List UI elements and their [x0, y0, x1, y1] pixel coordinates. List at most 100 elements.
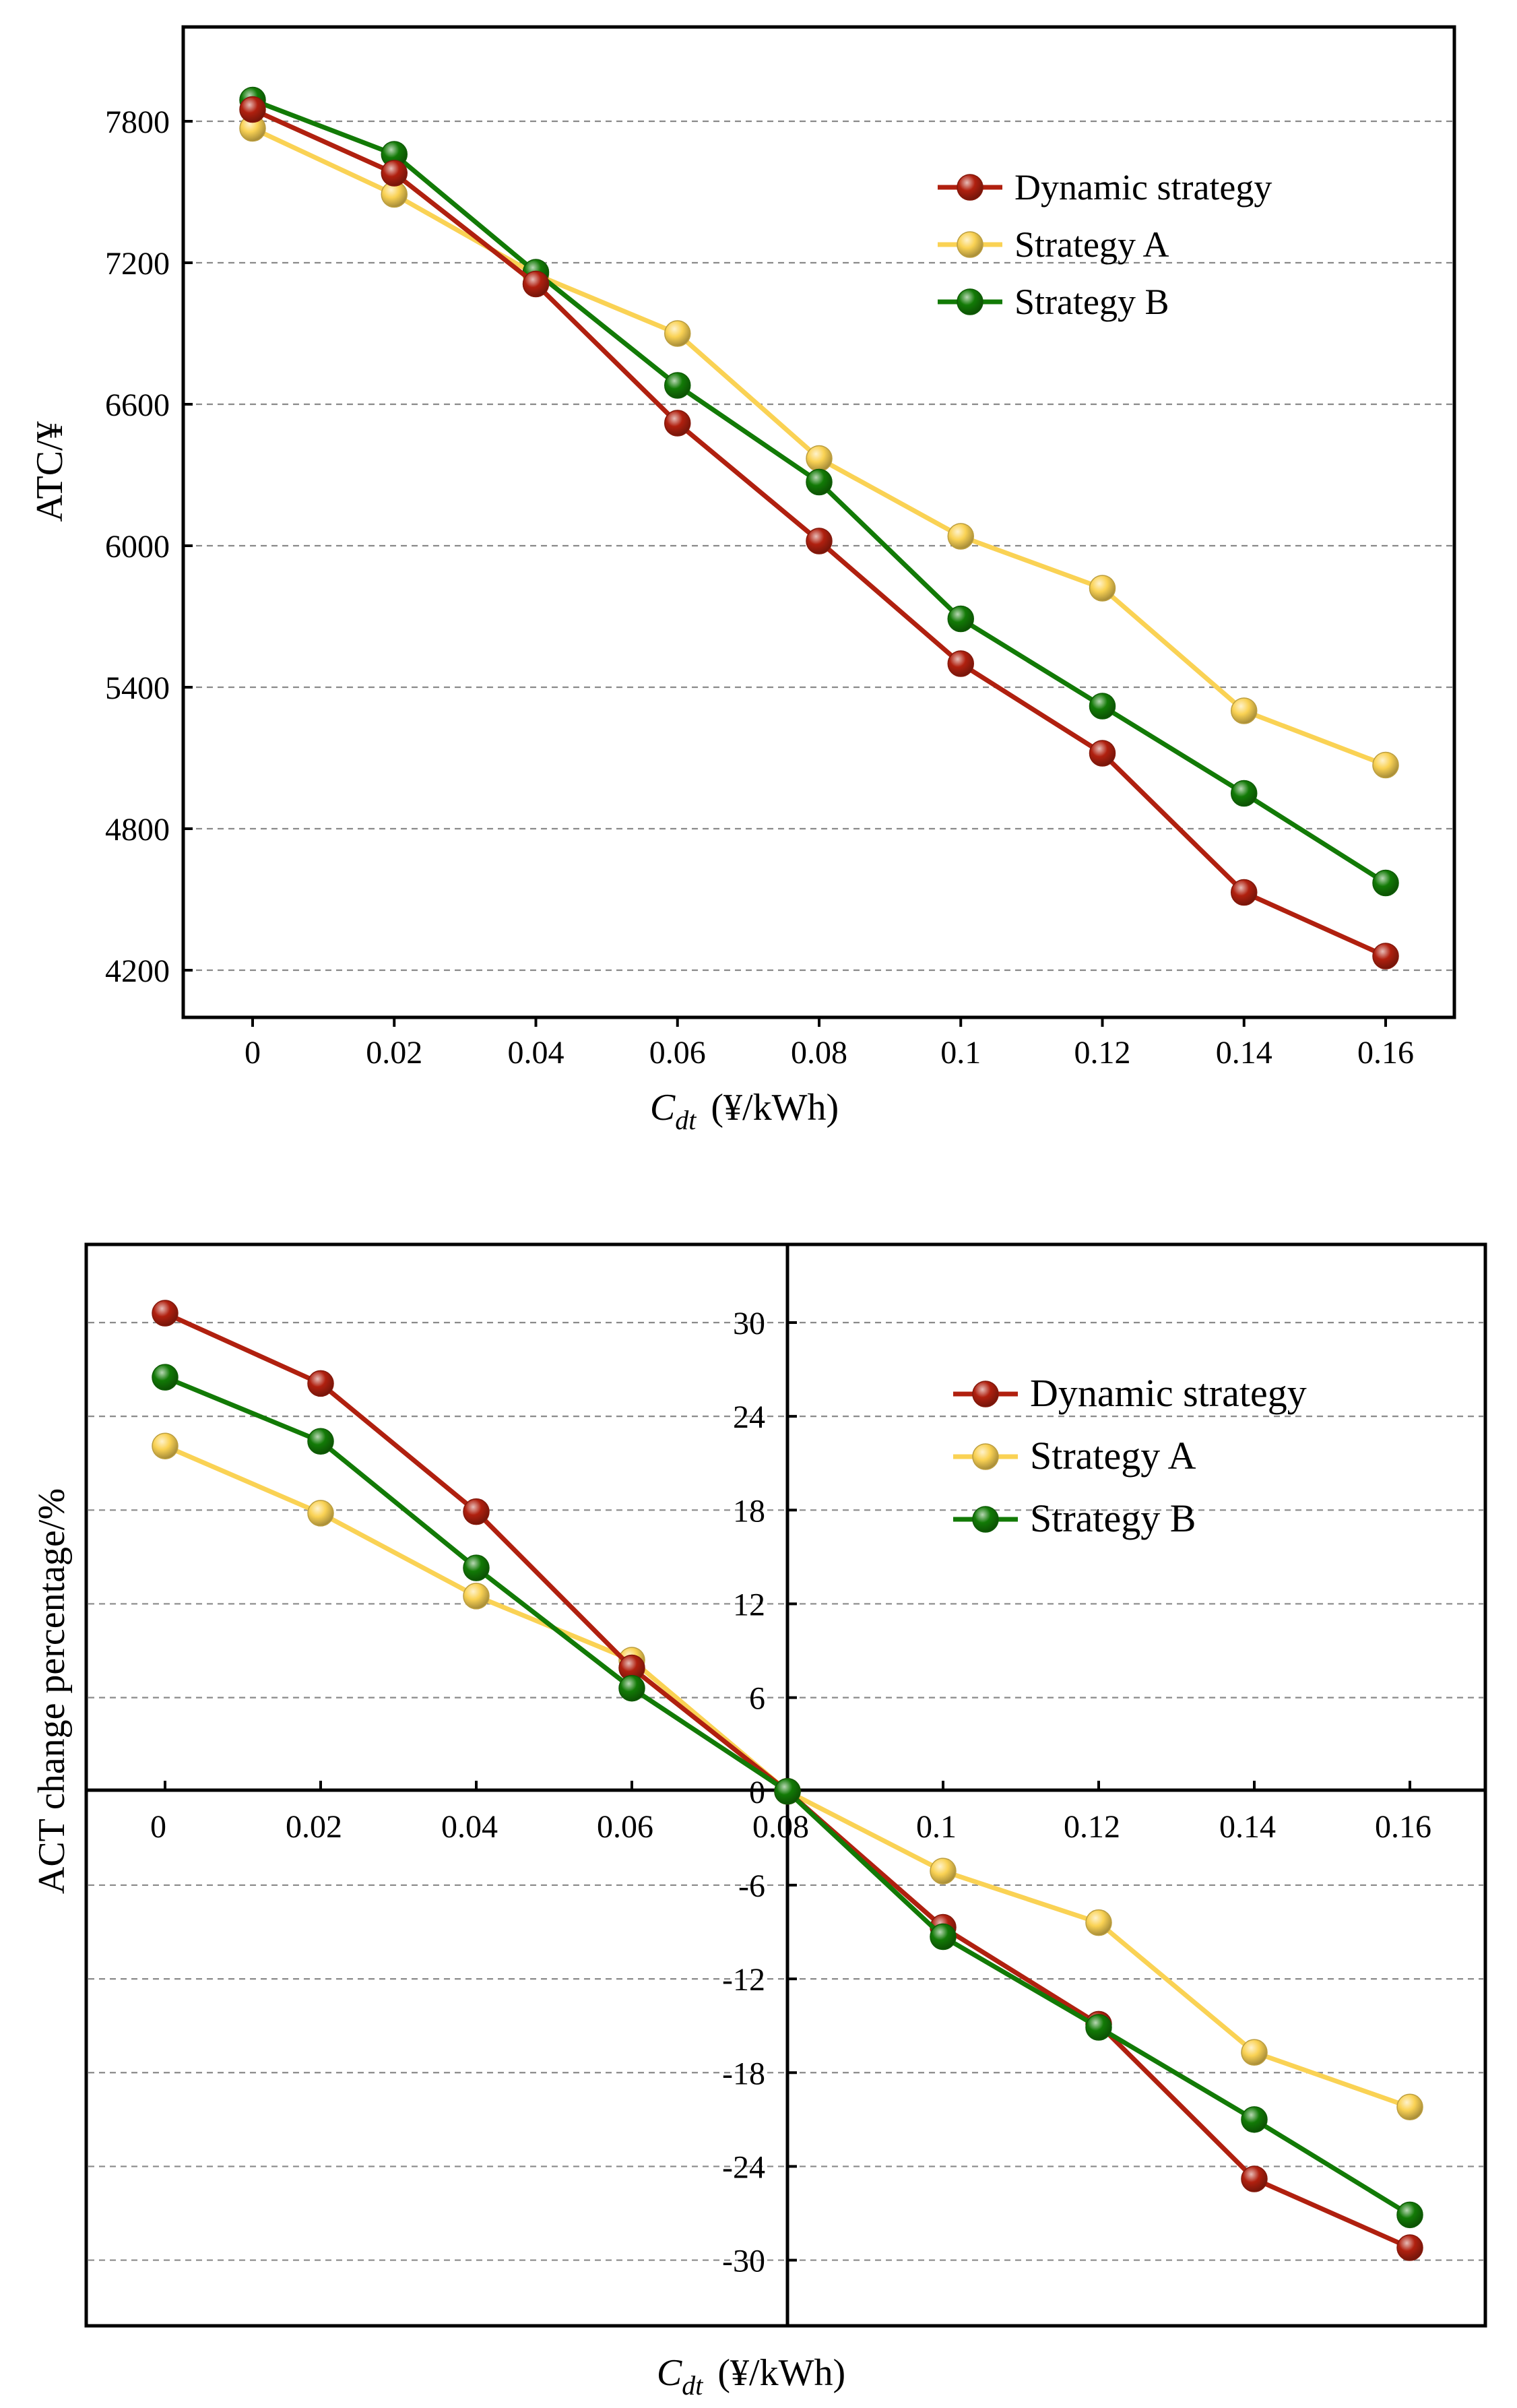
- chart2-data-point: [152, 1364, 179, 1391]
- chart1-y-axis-label: ATC/¥: [29, 421, 71, 521]
- chart2-data-point: [463, 1583, 490, 1610]
- chart1-x-tick-label: 0.06: [649, 1035, 706, 1071]
- chart2-data-point: [307, 1370, 334, 1397]
- chart2-y-tick-label: 12: [733, 1587, 765, 1622]
- chart2-y-tick-label: 18: [733, 1493, 765, 1529]
- chart2-legend-item: Strategy B: [953, 1496, 1196, 1540]
- chart1-series-strategy-a: [239, 115, 1399, 779]
- chart1-legend-item: Strategy B: [938, 282, 1169, 322]
- chart1-legend: Dynamic strategy Strategy A Strategy B: [938, 167, 1272, 322]
- chart1-data-point: [1089, 740, 1116, 767]
- chart1-data-point: [1372, 869, 1399, 897]
- chart2-y-axis-label: ACT change percentage/%: [31, 1488, 73, 1894]
- chart1-legend-label: Strategy A: [1014, 224, 1169, 265]
- chart2-data-point: [1396, 2201, 1423, 2229]
- chart2-x-ticks: 0 0.02 0.04 0.06 0.08 0.1 0.12 0.14 0.16: [150, 1781, 1431, 1845]
- chart1-data-point: [1089, 693, 1116, 720]
- chart2-legend-item: Strategy A: [953, 1434, 1196, 1478]
- chart2-legend: Dynamic strategy Strategy A Strategy B: [953, 1371, 1307, 1540]
- chart2-legend-label: Strategy A: [1030, 1434, 1196, 1478]
- chart1-x-tick-label: 0.04: [508, 1035, 564, 1071]
- chart1-x-tick-label: 0.16: [1357, 1035, 1414, 1071]
- chart2-y-tick-label: 24: [733, 1399, 765, 1435]
- chart1-legend-swatch-marker: [957, 231, 983, 258]
- chart1-legend-item: Dynamic strategy: [938, 167, 1272, 208]
- chart2-data-point: [774, 1778, 801, 1805]
- chart2-x-tick-label: 0.08: [752, 1809, 809, 1845]
- atc-chart: 4200 4800 5400 6000 6600 7200 7800 0 0.02 0.04 0.…: [29, 25, 1456, 1135]
- chart2-legend-swatch-marker: [972, 1506, 999, 1533]
- chart1-data-point: [947, 650, 974, 677]
- chart1-data-point: [806, 528, 833, 555]
- chart2-data-point: [1241, 2039, 1268, 2066]
- chart2-data-point: [1241, 2106, 1268, 2133]
- chart2-data-point: [152, 1432, 179, 1459]
- chart2-data-point: [930, 1923, 957, 1951]
- chart2-data-point: [618, 1674, 645, 1702]
- chart1-x-tick-label: 0.12: [1074, 1035, 1131, 1071]
- chart2-data-point: [307, 1428, 334, 1455]
- chart1-y-ticks: 4200 4800 5400 6000 6600 7200 7800: [105, 104, 193, 989]
- chart1-x-ticks: 0 0.02 0.04 0.06 0.08 0.1 0.12 0.14 0.16: [245, 1017, 1414, 1071]
- chart1-data-point: [947, 523, 974, 550]
- chart1-data-point: [239, 96, 266, 123]
- chart1-x-tick-label: 0.1: [940, 1035, 981, 1071]
- chart1-x-tick-label: 0: [245, 1035, 261, 1071]
- chart1-legend-swatch-marker: [957, 174, 983, 201]
- chart2-x-tick-label: 0.12: [1064, 1809, 1120, 1845]
- chart2-y-tick-label: 6: [749, 1681, 765, 1717]
- chart1-y-tick-label: 7200: [105, 246, 170, 282]
- chart2-legend-item: Dynamic strategy: [953, 1371, 1307, 1415]
- chart2-data-point: [1085, 2014, 1112, 2041]
- chart1-data-point: [1231, 879, 1258, 906]
- chart1-legend-label: Dynamic strategy: [1014, 167, 1272, 208]
- chart2-x-tick-label: 0.1: [916, 1809, 957, 1845]
- chart2-series: [152, 1300, 1423, 2261]
- chart1-data-point: [947, 605, 974, 633]
- chart1-data-point: [1372, 943, 1399, 970]
- chart1-y-tick-label: 6000: [105, 529, 170, 565]
- chart2-x-tick-label: 0.06: [597, 1809, 653, 1845]
- chart1-data-point: [664, 320, 691, 347]
- chart1-data-point: [664, 372, 691, 399]
- chart1-x-axis-label: Cdt (¥/kWh): [650, 1087, 839, 1135]
- chart2-x-tick-label: 0.16: [1375, 1809, 1431, 1845]
- chart2-x-tick-label: 0: [150, 1809, 166, 1845]
- chart2-x-tick-label: 0.04: [441, 1809, 498, 1845]
- chart2-data-point: [463, 1498, 490, 1525]
- chart1-data-point: [1372, 751, 1399, 779]
- chart2-y-tick-label: -30: [722, 2244, 765, 2279]
- chart1-data-point: [1231, 697, 1258, 724]
- act-change-chart: 30 24 18 12 6 0 -6 -12 -18 -24 -30 0 0.02 0.04 0.06 0.…: [31, 1242, 1487, 2401]
- chart2-data-point: [152, 1300, 179, 1327]
- chart1-legend-label: Strategy B: [1014, 282, 1169, 322]
- chart2-y-tick-label: -12: [722, 1962, 765, 1998]
- chart2-x-tick-label: 0.14: [1219, 1809, 1276, 1845]
- chart2-data-point: [1396, 2234, 1423, 2261]
- chart1-data-point: [522, 270, 550, 298]
- chart1-y-tick-label: 7800: [105, 104, 170, 140]
- chart1-series-dynamic-strategy: [239, 96, 1399, 970]
- chart1-x-tick-label: 0.14: [1216, 1035, 1272, 1071]
- chart1-data-point: [664, 410, 691, 437]
- chart2-y-tick-label: -24: [722, 2149, 765, 2185]
- chart1-series-strategy-b: [239, 86, 1399, 897]
- chart1-y-tick-label: 4200: [105, 953, 170, 989]
- chart2-series-strategy-b: [152, 1364, 1423, 2229]
- chart1-series: [239, 86, 1399, 970]
- chart2-y-tick-label: 0: [749, 1775, 765, 1810]
- chart2-data-point: [1241, 2165, 1268, 2192]
- chart1-data-point: [1089, 575, 1116, 602]
- chart2-data-point: [463, 1554, 490, 1581]
- chart1-legend-item: Strategy A: [938, 224, 1169, 265]
- chart2-data-point: [1396, 2093, 1423, 2121]
- chart2-data-point: [307, 1500, 334, 1527]
- chart2-legend-label: Dynamic strategy: [1030, 1371, 1307, 1415]
- chart2-legend-swatch-marker: [972, 1443, 999, 1470]
- chart2-x-axis-label: Cdt (¥/kWh): [657, 2352, 845, 2401]
- chart1-legend-swatch-marker: [957, 288, 983, 315]
- chart2-data-point: [1085, 1909, 1112, 1936]
- chart2-data-point: [930, 1858, 957, 1884]
- chart1-x-tick-label: 0.02: [366, 1035, 422, 1071]
